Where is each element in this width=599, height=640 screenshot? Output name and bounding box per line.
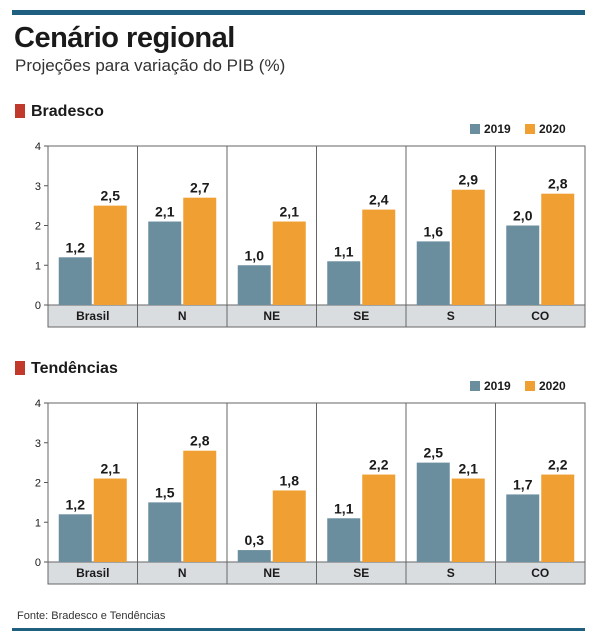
- category-label-se: SE: [353, 566, 369, 580]
- bar-se-2019: [327, 261, 361, 305]
- data-label-ne-2019: 0,3: [245, 532, 265, 548]
- data-label-se-2020: 2,2: [369, 457, 389, 473]
- legend-label-2019: 2019: [484, 379, 511, 393]
- bar-n-2020: [183, 450, 217, 562]
- category-label-s: S: [447, 566, 455, 580]
- data-label-n-2020: 2,7: [190, 180, 210, 196]
- bar-co-2019: [506, 494, 540, 562]
- data-label-s-2020: 2,1: [459, 461, 479, 477]
- y-tick-label: 0: [35, 557, 41, 569]
- data-label-se-2019: 1,1: [334, 243, 354, 259]
- data-label-n-2019: 2,1: [155, 204, 175, 220]
- bar-n-2019: [148, 502, 182, 562]
- category-label-co: CO: [531, 309, 549, 323]
- bottom-rule: [12, 628, 585, 631]
- y-tick-label: 4: [35, 141, 41, 153]
- y-tick-label: 2: [35, 478, 41, 490]
- bar-ne-2020: [272, 221, 306, 305]
- bar-co-2020: [541, 474, 575, 562]
- bar-brasil-2020: [93, 478, 127, 562]
- bar-ne-2019: [237, 265, 271, 305]
- section-title-tendencias: Tendências: [15, 360, 118, 378]
- data-label-co-2020: 2,8: [548, 176, 568, 192]
- category-label-n: N: [178, 566, 187, 580]
- legend-swatch-2020: [525, 124, 535, 134]
- bar-brasil-2019: [58, 257, 92, 305]
- section-label-tendencias: Tendências: [31, 360, 118, 377]
- bar-brasil-2020: [93, 205, 127, 305]
- page-subtitle: Projeções para variação do PIB (%): [15, 56, 286, 75]
- data-label-brasil-2019: 1,2: [66, 239, 86, 255]
- bar-s-2019: [416, 241, 450, 305]
- category-label-se: SE: [353, 309, 369, 323]
- data-label-brasil-2020: 2,1: [101, 461, 121, 477]
- data-label-co-2019: 2,0: [513, 208, 533, 224]
- bar-co-2019: [506, 225, 540, 305]
- data-label-ne-2019: 1,0: [245, 247, 265, 263]
- legend-label-2019: 2019: [484, 122, 511, 136]
- data-label-ne-2020: 1,8: [280, 472, 300, 488]
- bar-se-2020: [362, 209, 396, 305]
- data-label-co-2019: 1,7: [513, 476, 533, 492]
- bar-chart-bradesco: 2019 2020 0 1 2 3 4 1,2 2,5 Brasil 2,1 2,7 N 1,0 2,1 NE…: [35, 122, 586, 328]
- legend-label-2020: 2020: [539, 122, 566, 136]
- bar-s-2020: [451, 478, 485, 562]
- bar-ne-2020: [272, 490, 306, 562]
- page-title: Cenário regional: [14, 22, 235, 54]
- top-rule: [12, 10, 585, 15]
- bar-n-2020: [183, 197, 217, 305]
- bar-ne-2019: [237, 550, 271, 562]
- data-label-se-2020: 2,4: [369, 192, 389, 208]
- legend-swatch-2020: [525, 381, 535, 391]
- data-label-brasil-2020: 2,5: [101, 188, 121, 204]
- category-label-brasil: Brasil: [76, 566, 109, 580]
- bar-s-2020: [451, 189, 485, 305]
- bar-brasil-2019: [58, 514, 92, 562]
- data-label-n-2019: 1,5: [155, 484, 175, 500]
- bar-n-2019: [148, 221, 182, 305]
- bar-chart-tendencias: 2019 2020 0 1 2 3 4 1,2 2,1 Brasil 1,5 2,8 N 0,3 1,8 NE…: [35, 379, 586, 585]
- section-marker: [15, 361, 25, 375]
- category-label-brasil: Brasil: [76, 309, 109, 323]
- category-label-n: N: [178, 309, 187, 323]
- category-label-co: CO: [531, 566, 549, 580]
- y-tick-label: 3: [35, 181, 41, 193]
- legend-swatch-2019: [470, 381, 480, 391]
- data-label-n-2020: 2,8: [190, 433, 210, 449]
- data-label-s-2019: 2,5: [424, 445, 444, 461]
- data-label-s-2019: 1,6: [424, 223, 444, 239]
- legend-swatch-2019: [470, 124, 480, 134]
- data-label-se-2019: 1,1: [334, 500, 354, 516]
- category-label-s: S: [447, 309, 455, 323]
- y-tick-label: 1: [35, 517, 41, 529]
- bar-co-2020: [541, 193, 575, 305]
- bar-se-2020: [362, 474, 396, 562]
- section-label-bradesco: Bradesco: [31, 103, 104, 120]
- category-label-ne: NE: [263, 309, 280, 323]
- data-label-ne-2020: 2,1: [280, 204, 300, 220]
- data-label-co-2020: 2,2: [548, 457, 568, 473]
- source-note: Fonte: Bradesco e Tendências: [17, 610, 166, 622]
- data-label-s-2020: 2,9: [459, 172, 479, 188]
- y-tick-label: 4: [35, 398, 41, 410]
- category-label-ne: NE: [263, 566, 280, 580]
- data-label-brasil-2019: 1,2: [66, 496, 86, 512]
- y-tick-label: 1: [35, 260, 41, 272]
- section-marker: [15, 104, 25, 118]
- bar-se-2019: [327, 518, 361, 562]
- section-title-bradesco: Bradesco: [15, 103, 104, 121]
- y-tick-label: 0: [35, 300, 41, 312]
- legend-label-2020: 2020: [539, 379, 566, 393]
- y-tick-label: 2: [35, 221, 41, 233]
- bar-s-2019: [416, 462, 450, 562]
- y-tick-label: 3: [35, 438, 41, 450]
